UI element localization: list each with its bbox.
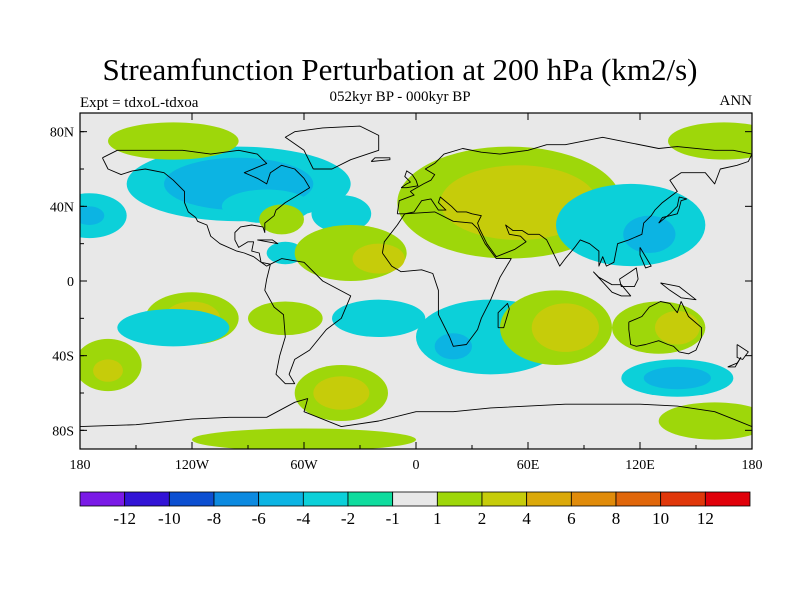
chart-title: Streamfunction Perturbation at 200 hPa (…	[102, 52, 698, 87]
lat-tick-label-2: 0	[67, 275, 74, 290]
anomaly-region-18	[117, 309, 230, 347]
chart-subtitle: 052kyr BP - 000kyr BP	[329, 89, 471, 105]
colorbar-label-7: 1	[433, 509, 442, 528]
colorbar-label-6: -1	[386, 509, 400, 528]
colorbar-label-12: 10	[652, 509, 669, 528]
anomaly-region-15	[623, 215, 676, 253]
colorbar-swatch-12	[615, 491, 662, 507]
contour-fills	[80, 122, 752, 449]
colorbar-label-1: -10	[158, 509, 181, 528]
coastline-8	[497, 302, 510, 329]
colorbar-label-13: 12	[697, 509, 714, 528]
anomaly-region-34	[192, 428, 416, 449]
coastline-1	[284, 125, 380, 170]
coastline-14	[370, 157, 391, 162]
coastline-3	[396, 136, 752, 267]
colorbar-label-4: -4	[296, 509, 311, 528]
coastline-9	[592, 271, 632, 297]
colorbar-label-8: 2	[478, 509, 487, 528]
colorbar-swatch-4	[258, 491, 304, 507]
colorbar-swatch-10	[526, 491, 572, 507]
colorbar-swatch-2	[168, 491, 215, 507]
anomaly-region-9	[668, 122, 752, 160]
coastline-6	[400, 170, 419, 189]
colorbar-label-2: -8	[207, 509, 221, 528]
colorbar-swatch-14	[704, 491, 751, 507]
anomaly-region-19	[248, 301, 323, 336]
lon-tick-label-6: 180	[742, 458, 763, 473]
anomaly-region-6	[259, 204, 304, 235]
anomaly-region-28	[93, 359, 123, 382]
colorbar-label-11: 8	[612, 509, 621, 528]
colorbar-swatch-7	[392, 491, 438, 507]
anomaly-region-4	[80, 206, 105, 225]
colorbar-label-9: 4	[522, 509, 531, 528]
colorbar-label-5: -2	[341, 509, 355, 528]
coastline-4	[628, 301, 703, 355]
anomaly-region-26	[654, 310, 700, 345]
anomaly-region-33	[658, 402, 752, 440]
coastline-2	[381, 211, 512, 347]
colorbar-swatch-3	[213, 491, 260, 507]
anomaly-region-8	[107, 122, 239, 160]
lon-tick-label-0: 180	[70, 458, 91, 473]
anomaly-region-5	[311, 195, 372, 233]
colorbar-label-3: -6	[252, 509, 266, 528]
anomaly-region-20	[332, 299, 426, 338]
anomaly-region-30	[313, 376, 370, 410]
coastline-15	[257, 239, 279, 245]
coastline-7	[658, 196, 688, 224]
lon-tick-label-5: 120E	[625, 458, 655, 473]
coastline-16	[639, 247, 652, 269]
season-label: ANN	[719, 93, 753, 109]
coastline-13	[727, 357, 742, 368]
colorbar: -12 -10 -8 -6 -4 -2 -1 1 2 4 6 8 10 12	[79, 491, 751, 528]
anomaly-region-24	[531, 303, 599, 352]
lat-tick-label-1: 40N	[50, 200, 74, 215]
coastline-10	[619, 267, 639, 288]
coastline-12	[736, 344, 749, 360]
colorbar-swatch-13	[660, 491, 706, 507]
lat-tick-label-4: 80S	[52, 424, 74, 439]
coastline-5	[80, 398, 752, 428]
colorbar-swatch-5	[302, 491, 349, 507]
lat-tick-label-0: 80N	[50, 126, 74, 141]
colorbar-swatch-6	[347, 491, 394, 507]
colorbar-swatch-9	[481, 491, 528, 507]
coastline-0	[101, 149, 352, 385]
colorbar-swatch-1	[124, 491, 170, 507]
colorbar-swatch-0	[79, 491, 126, 507]
colorbar-label-0: -12	[113, 509, 136, 528]
lon-tick-label-2: 60W	[290, 458, 318, 473]
colorbar-swatch-8	[436, 491, 483, 507]
coastline-11	[660, 282, 697, 301]
lon-tick-label-4: 60E	[517, 458, 540, 473]
colorbar-swatch-11	[570, 491, 617, 507]
map-axes: 180 120W 60W 0 60E 120E 180 80N 40N 0 40S 80S	[50, 113, 763, 473]
lat-tick-label-3: 40S	[52, 350, 74, 365]
anomaly-region-32	[643, 366, 711, 390]
colorbar-label-10: 6	[567, 509, 576, 528]
anomaly-region-7	[266, 241, 305, 265]
experiment-label: Expt = tdxoL-tdxoa	[80, 95, 199, 111]
lon-tick-label-1: 120W	[175, 458, 210, 473]
coastlines	[80, 125, 752, 428]
lon-tick-label-3: 0	[413, 458, 420, 473]
